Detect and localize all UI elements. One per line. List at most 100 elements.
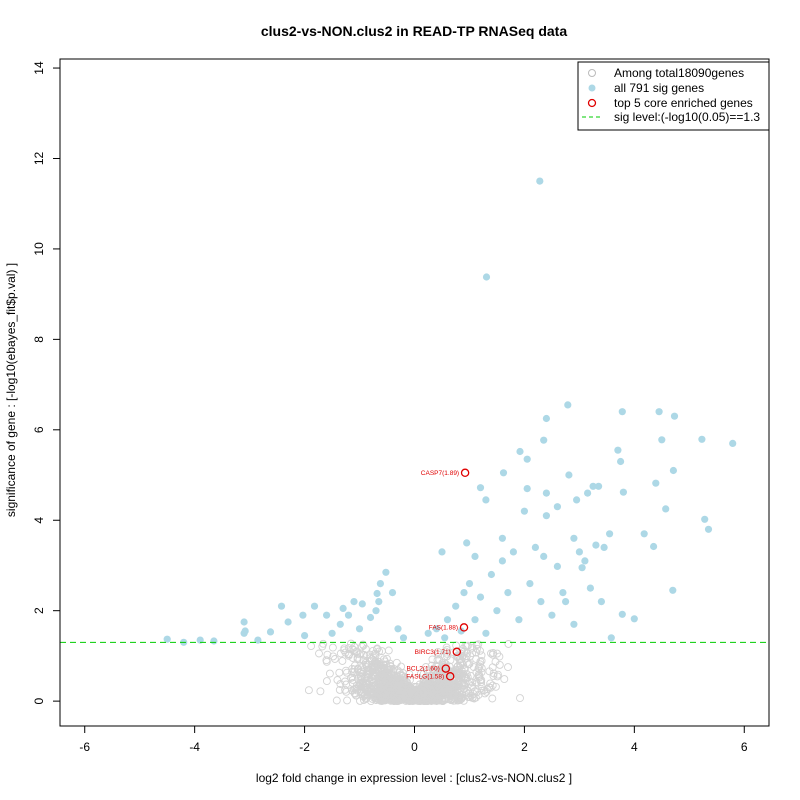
sig-gene-point (540, 552, 548, 561)
background-gene-point (419, 669, 428, 678)
background-gene-point (472, 679, 481, 688)
background-gene-point (472, 655, 481, 663)
sig-gene-point (658, 436, 666, 444)
sig-gene-point (589, 482, 597, 490)
sig-gene-point (630, 615, 638, 623)
sig-gene-point (328, 629, 336, 637)
background-gene-point (452, 669, 461, 677)
core-gene-label: FASLG(1.58) (406, 673, 444, 680)
background-gene-point (469, 689, 478, 698)
background-gene-point (336, 680, 345, 688)
sig-gene-point (509, 548, 517, 556)
x-tick-label: 2 (521, 740, 528, 754)
background-gene-point (373, 660, 382, 669)
background-gene-point (332, 696, 341, 705)
background-gene-point (403, 685, 412, 694)
sig-gene-point (640, 530, 648, 538)
sig-gene-point (559, 589, 567, 597)
background-gene-point (472, 641, 481, 650)
sig-gene-point (482, 273, 491, 281)
legend-entry-total: Among total18090genes (614, 66, 744, 80)
sig-gene-point (564, 401, 572, 409)
sig-gene-point (460, 589, 468, 597)
sig-gene-point (344, 611, 353, 619)
core-gene-point (452, 647, 462, 657)
sig-gene-point (493, 607, 501, 615)
sig-gene-point (618, 610, 626, 618)
x-tick-label: 0 (411, 740, 418, 754)
background-gene-point (485, 667, 494, 676)
background-gene-point (487, 649, 495, 658)
sig-gene-point (548, 611, 556, 619)
background-gene-point (372, 696, 381, 704)
legend-blue-circle-marker (588, 84, 596, 92)
sig-gene-point (452, 602, 460, 610)
background-gene-point (343, 696, 352, 705)
sig-gene-point (373, 589, 381, 598)
sig-gene-point (553, 562, 562, 571)
sig-gene-point (339, 604, 347, 613)
core-gene-label: CASP7(1.89) (421, 470, 459, 477)
sig-gene-point (592, 541, 600, 549)
sig-gene-point (355, 625, 364, 633)
background-gene-point (329, 652, 338, 661)
sig-gene-point (523, 485, 531, 493)
sig-gene-point (254, 636, 262, 644)
sig-gene-point (617, 457, 625, 466)
sig-gene-point (652, 479, 660, 487)
sig-gene-point (375, 598, 383, 606)
background-gene-point (421, 679, 430, 687)
background-gene-point (462, 688, 470, 697)
background-gene-point (451, 685, 460, 694)
background-gene-point (410, 690, 418, 699)
core-gene-label: FAS(1.88) (429, 624, 458, 631)
background-gene-point (359, 640, 367, 649)
background-gene-point (434, 693, 443, 702)
sig-gene-point (465, 580, 474, 588)
sig-gene-point (476, 593, 485, 601)
background-gene-point (433, 662, 442, 671)
background-gene-point (356, 673, 365, 681)
background-gene-point (415, 686, 424, 695)
sig-gene-point (210, 637, 218, 645)
sig-gene-point (570, 534, 578, 542)
y-tick-label: 0 (32, 697, 46, 704)
background-gene-point (494, 670, 502, 679)
background-gene-point (435, 664, 444, 673)
background-gene-point (432, 693, 441, 702)
background-gene-point (474, 640, 483, 649)
sig-gene-point (299, 611, 307, 619)
sig-genes (163, 177, 737, 646)
background-gene-point (344, 644, 353, 653)
background-gene-point (361, 691, 369, 700)
sig-gene-point (323, 611, 331, 619)
sig-gene-point (482, 496, 490, 504)
sig-gene-point (350, 598, 358, 606)
plot-frame (59, 58, 770, 727)
x-tick-label: -4 (189, 740, 200, 754)
background-gene-point (382, 673, 391, 681)
x-tick-label: 6 (741, 740, 748, 754)
background-gene-point (458, 652, 467, 660)
background-gene-point (420, 696, 429, 705)
legend-entry-sig: all 791 sig genes (614, 81, 704, 95)
chart-title: clus2-vs-NON.clus2 in READ-TP RNASeq dat… (261, 23, 567, 39)
sig-gene-point (358, 600, 366, 608)
background-gene-point (322, 656, 331, 665)
background-gene-point (304, 686, 313, 695)
background-gene-point (355, 655, 364, 664)
background-genes (304, 639, 524, 706)
background-gene-point (442, 645, 451, 654)
background-gene-point (440, 665, 449, 674)
background-gene-point (400, 679, 409, 688)
background-gene-point (468, 681, 476, 690)
background-gene-point (333, 676, 342, 684)
legend-box (577, 61, 770, 131)
background-gene-point (443, 652, 451, 661)
sig-gene-point (476, 484, 485, 492)
x-tick-label: -6 (79, 740, 90, 754)
sig-gene-point (277, 602, 286, 610)
sig-gene-point (575, 548, 584, 556)
background-gene-point (434, 647, 442, 656)
sig-gene-point (597, 598, 606, 606)
